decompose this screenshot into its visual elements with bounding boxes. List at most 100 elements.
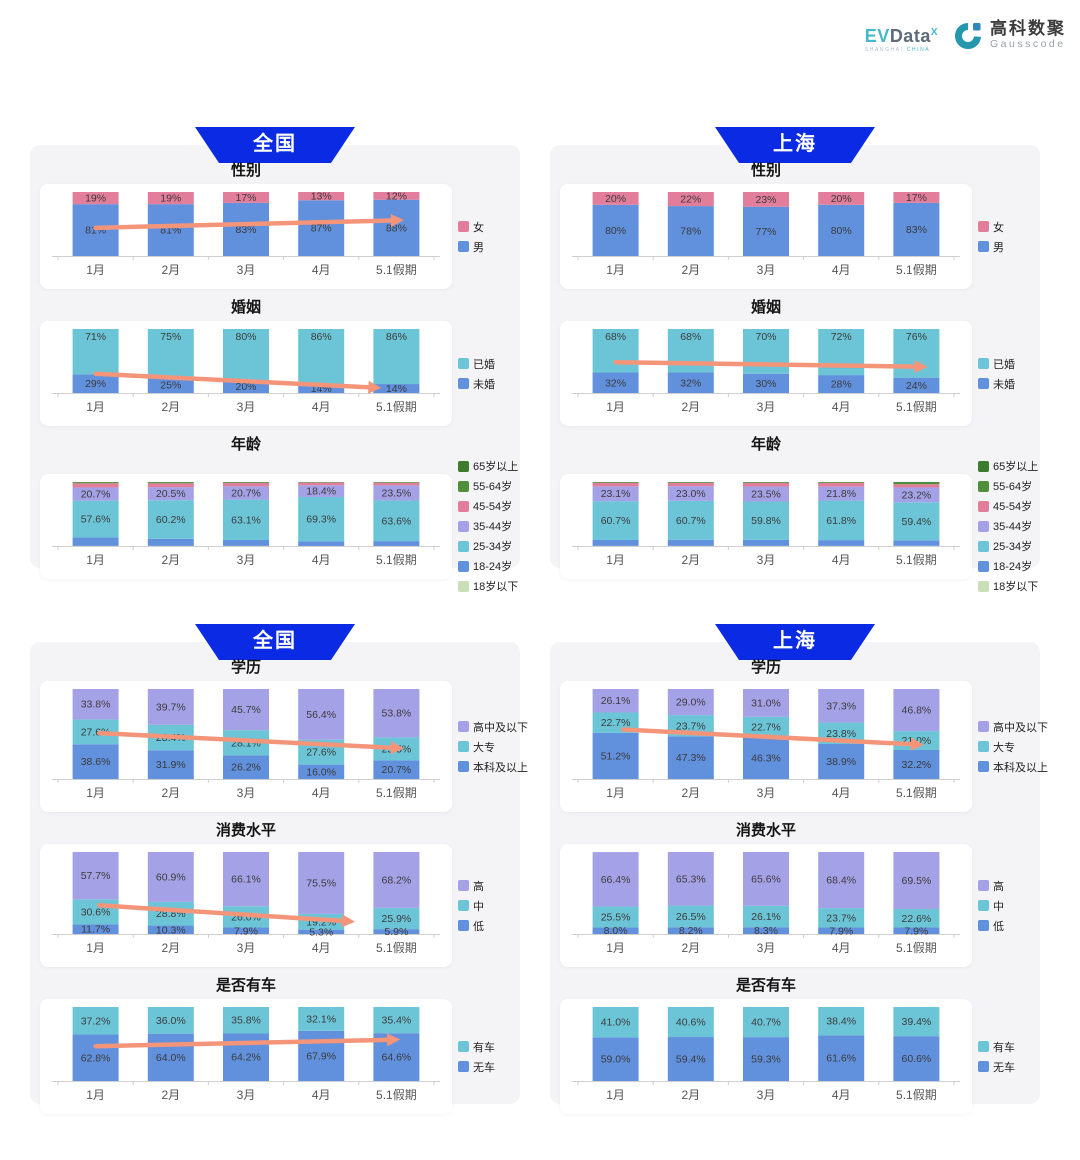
bar-segment bbox=[223, 482, 269, 486]
banner-national: 全国 bbox=[195, 127, 355, 163]
legend-swatch-icon bbox=[458, 540, 469, 552]
stacked-bar-plot: 1月 2月 3月 4月 5.1假期 57.6% 20.7% 60.2% 20.5% 63.1% 20… bbox=[52, 481, 440, 567]
legend-label: 已婚 bbox=[473, 358, 495, 371]
legend: 高中低 bbox=[978, 878, 1038, 934]
segment-value-label: 64.0% bbox=[156, 1052, 186, 1064]
bar-segment bbox=[667, 539, 714, 546]
segment-value-label: 20.7% bbox=[81, 488, 111, 500]
bar-segment bbox=[592, 1037, 639, 1081]
bar-segment bbox=[223, 755, 269, 779]
x-axis-label: 3月 bbox=[237, 400, 256, 414]
segment-value-label: 20% bbox=[235, 381, 256, 393]
bar-segment bbox=[373, 329, 420, 385]
segment-value-label: 61.6% bbox=[826, 1053, 856, 1065]
bar-segment bbox=[298, 329, 345, 385]
segment-value-label: 69.3% bbox=[306, 513, 336, 525]
bar-segment bbox=[893, 852, 940, 909]
x-axis-label: 5.1假期 bbox=[896, 263, 937, 277]
segment-value-label: 38.9% bbox=[826, 756, 856, 768]
legend-item: 有车 bbox=[458, 1039, 518, 1055]
bar-segment bbox=[72, 482, 119, 487]
bar-segment bbox=[373, 907, 420, 930]
chart-title: 是否有车 bbox=[735, 977, 796, 994]
legend-label: 本科及以上 bbox=[993, 761, 1048, 774]
banner-shanghai: 上海 bbox=[715, 624, 875, 660]
segment-value-label: 45.7% bbox=[231, 704, 261, 716]
chart-card: 1月 2月 3月 4月 5.1假期 80% 20% 78% 22% 77% 23% 80% 20% 83%… bbox=[560, 184, 972, 289]
bar-segment bbox=[373, 499, 420, 541]
segment-value-label: 75% bbox=[160, 331, 181, 343]
chart-title: 学历 bbox=[230, 659, 261, 676]
panel-shanghai-demographics: 上海 性别 1月 2月 3月 4月 5.1假期 80% 20% 78% 22% 77% 23% 80% 2… bbox=[550, 127, 1040, 593]
legend-label: 男 bbox=[473, 241, 484, 254]
evdata-logo: EVDataX SHANGHAI CHINA bbox=[865, 20, 938, 53]
legend-item: 45-54岁 bbox=[458, 498, 518, 514]
bar-segment bbox=[743, 481, 789, 483]
segment-value-label: 66.4% bbox=[601, 874, 631, 886]
bar-segment bbox=[72, 192, 119, 205]
segment-value-label: 63.1% bbox=[231, 514, 261, 526]
trend-arrow-head bbox=[910, 737, 924, 751]
segment-value-label: 59.3% bbox=[751, 1054, 781, 1066]
bar-segment bbox=[592, 481, 639, 483]
bar-segment bbox=[147, 192, 194, 205]
panel-national-demographics: 全国 性别 1月 2月 3月 4月 5.1假期 81% 19% 81% 19% 83% 17% 87% 1… bbox=[30, 127, 520, 593]
bar-segment bbox=[667, 372, 714, 393]
x-axis-label: 4月 bbox=[832, 941, 851, 955]
bar-segment bbox=[72, 537, 119, 546]
x-axis-label: 5.1假期 bbox=[896, 553, 937, 567]
segment-value-label: 23.0% bbox=[676, 488, 706, 500]
legend-label: 高中及以下 bbox=[473, 721, 528, 734]
x-axis-label: 1月 bbox=[86, 263, 105, 277]
legend-item: 中 bbox=[458, 898, 518, 914]
segment-value-label: 23.5% bbox=[751, 488, 781, 500]
segment-value-label: 19% bbox=[85, 193, 106, 205]
legend-label: 35-44岁 bbox=[473, 521, 513, 533]
legend-label: 高 bbox=[993, 880, 1004, 893]
chart-card: 1月 2月 3月 4月 5.1假期 11.7% 30.6% 57.7% 10.3% 28.8% 60… bbox=[40, 844, 452, 967]
segment-value-label: 31.0% bbox=[751, 697, 781, 709]
segment-value-label: 7.9% bbox=[829, 925, 853, 937]
bar-segment bbox=[667, 482, 714, 486]
segment-value-label: 25% bbox=[160, 380, 181, 392]
segment-value-label: 37.3% bbox=[826, 700, 856, 712]
x-axis-label: 1月 bbox=[606, 400, 625, 414]
segment-value-label: 20.7% bbox=[382, 764, 412, 776]
bar-segment bbox=[223, 485, 269, 500]
x-axis-label: 3月 bbox=[237, 263, 256, 277]
bar-segment bbox=[667, 206, 714, 256]
segment-value-label: 86% bbox=[311, 331, 332, 343]
segment-value-label: 59.4% bbox=[902, 515, 932, 527]
legend-label: 25-34岁 bbox=[993, 541, 1033, 553]
bar-segment bbox=[818, 908, 865, 928]
legend-label: 高中及以下 bbox=[993, 721, 1048, 734]
bar-segment bbox=[592, 204, 639, 256]
bar-segment bbox=[298, 200, 345, 256]
x-axis-label: 2月 bbox=[681, 941, 700, 955]
bar-segment bbox=[373, 199, 420, 256]
bar-segment bbox=[818, 1035, 865, 1081]
legend-swatch-icon bbox=[978, 358, 989, 369]
legend-label: 中 bbox=[993, 900, 1004, 913]
legend-label: 18-24岁 bbox=[993, 561, 1033, 573]
stacked-bar-plot: 1月 2月 3月 4月 5.1假期81%19%81%19%83%17%87%13%88%… bbox=[52, 190, 440, 277]
bar-segment bbox=[818, 539, 865, 546]
bar-segment bbox=[298, 540, 345, 546]
segment-value-label: 40.6% bbox=[676, 1017, 706, 1029]
segment-value-label: 23.8% bbox=[826, 728, 856, 740]
trend-arrow-line bbox=[97, 903, 347, 924]
chart-cn-age: 年龄 1月 2月 3月 4月 5.1假期 57.6% 20.7% 60.2% 20.5% 63.1%… bbox=[40, 433, 520, 594]
segment-value-label: 72% bbox=[831, 331, 852, 343]
legend-swatch-icon bbox=[978, 560, 989, 572]
trend-arrow-line bbox=[613, 360, 919, 369]
bar-segment bbox=[373, 852, 420, 908]
segment-value-label: 59.4% bbox=[676, 1054, 706, 1066]
legend-item: 无车 bbox=[458, 1059, 518, 1075]
x-axis-label: 3月 bbox=[757, 400, 776, 414]
segment-value-label: 77% bbox=[755, 226, 776, 238]
chart-card: 1月2月3月4月5.1假期38.6%27.6%33.8%31.9%28.4%39… bbox=[40, 681, 452, 812]
x-axis-label: 5.1假期 bbox=[896, 941, 937, 955]
segment-value-label: 38.4% bbox=[826, 1016, 856, 1028]
banner-national: 全国 bbox=[195, 624, 355, 660]
trend-arrow-line bbox=[93, 1037, 392, 1049]
